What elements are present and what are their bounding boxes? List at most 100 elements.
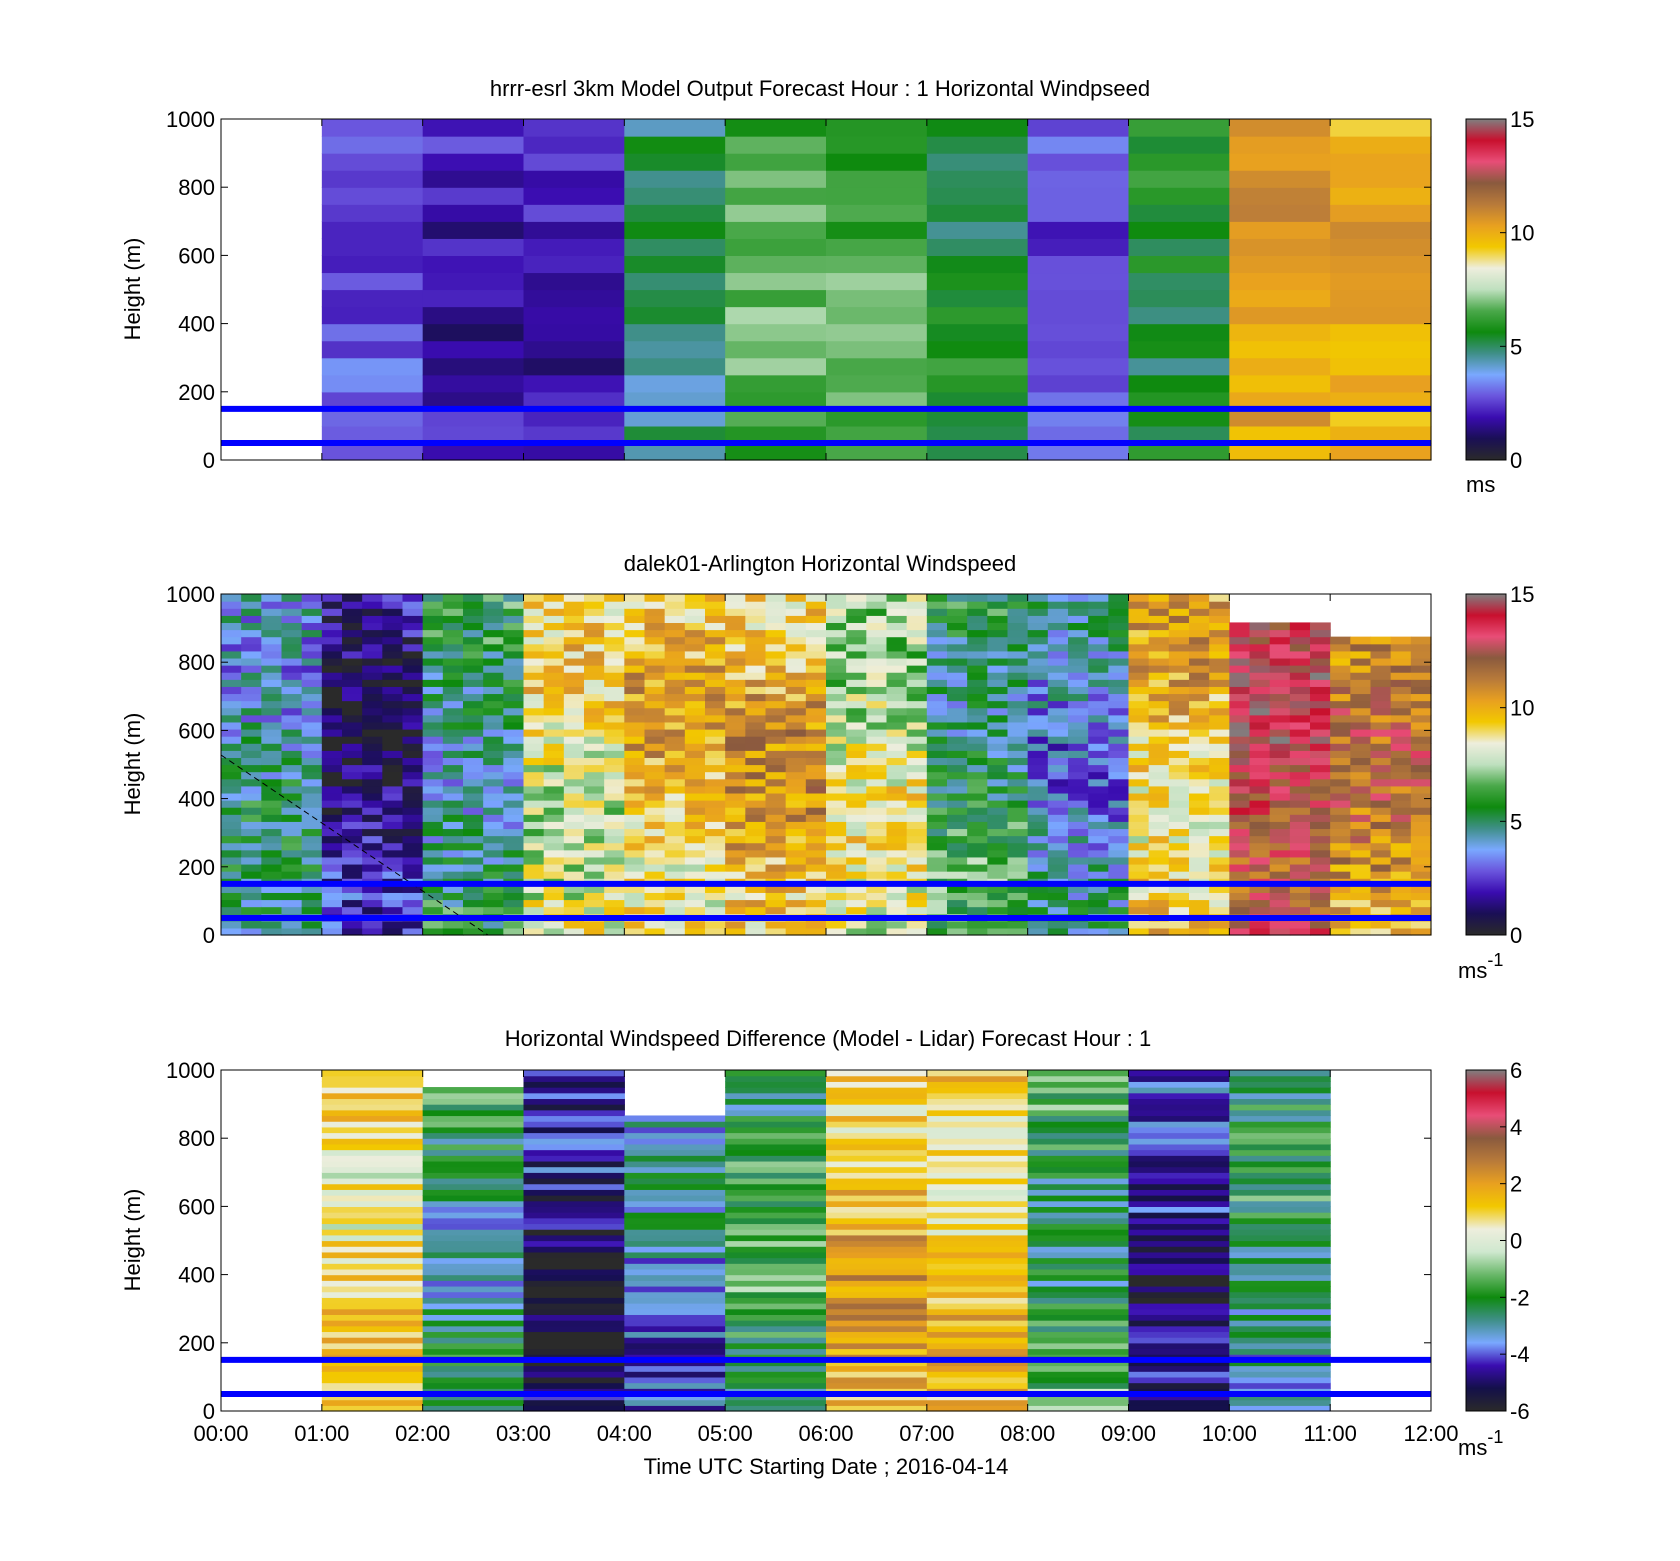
heat-cell bbox=[967, 615, 988, 624]
heat-cell bbox=[765, 622, 787, 631]
heat-cell bbox=[1007, 657, 1029, 666]
heat-cell bbox=[926, 1177, 1029, 1185]
heat-cell bbox=[745, 721, 767, 730]
heat-cell bbox=[422, 136, 525, 154]
heat-cell bbox=[1390, 785, 1412, 794]
heat-cell bbox=[906, 665, 928, 673]
heat-cell bbox=[241, 899, 262, 908]
heat-cell bbox=[1229, 1376, 1331, 1384]
heat-cell bbox=[947, 721, 968, 730]
heat-cell bbox=[1027, 1268, 1130, 1276]
heat-cell bbox=[523, 1070, 625, 1077]
heat-cell bbox=[1088, 686, 1109, 695]
heat-cell bbox=[321, 1177, 424, 1185]
heat-cell bbox=[1128, 835, 1150, 844]
heat-cell bbox=[543, 650, 565, 659]
heat-cell bbox=[261, 608, 283, 616]
heat-cell bbox=[342, 821, 363, 830]
heat-cell bbox=[321, 1212, 424, 1219]
heat-cell bbox=[826, 391, 928, 410]
difference-colorbar-bar bbox=[1465, 1069, 1507, 1412]
heat-cell bbox=[1330, 119, 1432, 137]
heat-cell bbox=[1047, 899, 1069, 908]
heat-cell bbox=[886, 849, 908, 858]
heat-cell bbox=[926, 849, 948, 858]
heat-cell bbox=[725, 1195, 827, 1202]
heat-cell bbox=[261, 700, 283, 709]
heat-cell bbox=[705, 608, 726, 616]
heat-cell bbox=[402, 856, 424, 865]
heat-cell bbox=[1410, 657, 1432, 666]
heat-cell bbox=[422, 686, 444, 695]
heat-cell bbox=[664, 927, 686, 936]
heat-cell bbox=[543, 792, 565, 801]
heat-cell bbox=[422, 1359, 525, 1367]
heat-cell bbox=[584, 920, 605, 929]
heat-cell bbox=[1088, 743, 1109, 751]
heat-cell bbox=[684, 821, 706, 830]
heat-cell bbox=[745, 906, 767, 915]
heat-cell bbox=[1047, 707, 1069, 716]
heat-cell bbox=[422, 892, 444, 901]
x-tick-label: 06:00 bbox=[798, 1421, 853, 1446]
heat-cell bbox=[523, 1291, 625, 1298]
heat-cell bbox=[261, 643, 283, 652]
heat-cell bbox=[1370, 856, 1392, 865]
heat-cell bbox=[1289, 892, 1311, 901]
heat-cell bbox=[785, 700, 807, 709]
heat-cell bbox=[1007, 707, 1029, 716]
heat-cell bbox=[1128, 899, 1150, 908]
heat-cell bbox=[1350, 700, 1372, 709]
heat-cell bbox=[1128, 849, 1150, 858]
heat-cell bbox=[321, 119, 424, 137]
lidar-reference-lines bbox=[221, 880, 1431, 921]
heat-cell bbox=[1229, 425, 1331, 444]
heat-cell bbox=[281, 594, 303, 602]
heat-cell bbox=[1148, 828, 1170, 837]
heat-cell bbox=[503, 636, 525, 645]
heat-cell bbox=[1249, 871, 1271, 879]
heat-cell bbox=[604, 792, 625, 801]
heat-cell bbox=[947, 672, 968, 680]
heat-cell bbox=[1168, 679, 1190, 687]
heat-cell bbox=[321, 927, 343, 936]
heat-cell bbox=[705, 650, 726, 659]
y-tick-label: 800 bbox=[178, 1126, 215, 1151]
heat-cell bbox=[947, 920, 968, 929]
heat-cell bbox=[1168, 743, 1190, 751]
heat-cell bbox=[281, 743, 303, 751]
heat-cell bbox=[301, 657, 323, 666]
heat-cell bbox=[483, 736, 504, 744]
heat-cell bbox=[745, 778, 767, 787]
heat-cell bbox=[523, 1331, 625, 1338]
heat-cell bbox=[321, 693, 343, 702]
heat-cell bbox=[382, 757, 404, 766]
heat-cell bbox=[301, 885, 323, 893]
heat-cell bbox=[926, 650, 948, 659]
heat-cell bbox=[1128, 885, 1150, 893]
heat-cell bbox=[826, 728, 847, 737]
heat-cell bbox=[1350, 650, 1372, 659]
heat-cell bbox=[926, 920, 948, 929]
heat-cell bbox=[382, 665, 404, 673]
heat-cell bbox=[301, 636, 323, 645]
heat-cell bbox=[604, 920, 625, 929]
heat-cell bbox=[604, 728, 625, 737]
heat-cell bbox=[422, 1143, 525, 1151]
heat-cell bbox=[503, 672, 525, 680]
heat-cell bbox=[1410, 778, 1432, 787]
heat-cell bbox=[342, 828, 363, 837]
heat-cell bbox=[1410, 792, 1432, 801]
heat-cell bbox=[563, 899, 585, 908]
heat-cell bbox=[967, 629, 988, 638]
heat-cell bbox=[967, 700, 988, 709]
heat-cell bbox=[1229, 785, 1251, 794]
heat-cell bbox=[1168, 764, 1190, 773]
heat-cell bbox=[926, 665, 948, 673]
heat-cell bbox=[1148, 750, 1170, 758]
heat-cell bbox=[1148, 686, 1170, 695]
heat-cell bbox=[1148, 700, 1170, 709]
heat-cell bbox=[725, 700, 746, 709]
heat-cell bbox=[422, 1382, 525, 1389]
heat-cell bbox=[1068, 650, 1089, 659]
